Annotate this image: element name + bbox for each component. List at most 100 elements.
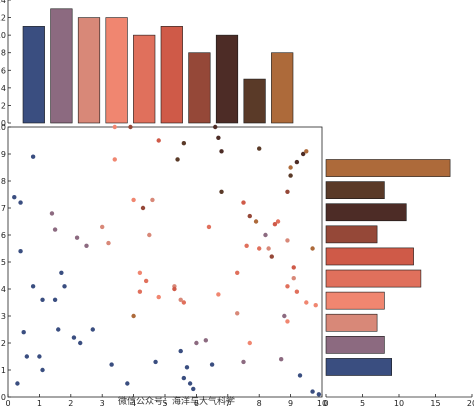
- scatter-point: [18, 200, 23, 205]
- scatter-point: [235, 270, 240, 275]
- side-bar: [325, 181, 385, 200]
- scatter-y-tick-label: 7: [1, 204, 6, 213]
- scatter-point: [310, 389, 315, 394]
- scatter-point: [257, 146, 262, 151]
- scatter-point: [263, 232, 268, 238]
- scatter-point: [291, 265, 296, 270]
- scatter-point: [128, 124, 133, 130]
- scatter-point: [247, 213, 252, 219]
- scatter-point: [109, 362, 114, 367]
- side-bar: [325, 247, 414, 266]
- side-x-tick-label: 5: [360, 399, 365, 408]
- top-y-tick-label: 0: [1, 119, 6, 128]
- scatter-point: [235, 311, 240, 316]
- scatter-point: [100, 224, 105, 230]
- scatter-point: [247, 340, 252, 346]
- scatter-point: [40, 367, 45, 373]
- scatter-point: [178, 297, 183, 302]
- scatter-y-tick-label: 4: [1, 285, 6, 294]
- top-bar: [50, 8, 73, 124]
- scatter-point: [219, 149, 224, 154]
- side-x-tick-label: 15: [430, 399, 440, 408]
- scatter-point: [285, 238, 290, 243]
- scatter-point: [294, 159, 300, 165]
- scatter-y-tick-label: 1: [1, 366, 6, 375]
- scatter-point: [297, 373, 303, 378]
- scatter-point: [21, 330, 26, 335]
- watermark-text: 微信公众号：海洋与大气科学: [118, 397, 236, 407]
- scatter-x-tick-label: 4: [131, 399, 136, 408]
- scatter-point: [269, 254, 274, 259]
- scatter-point: [37, 354, 42, 359]
- scatter-point: [253, 219, 259, 224]
- scatter-y-tick-label: 9: [1, 150, 6, 159]
- scatter-point: [15, 381, 20, 386]
- scatter-chart: 012345678910012345678910: [0, 123, 327, 408]
- scatter-point: [156, 138, 161, 143]
- top-bar: [243, 78, 266, 124]
- top-y-tick-label: 14: [0, 0, 6, 5]
- side-bar: [325, 291, 385, 310]
- side-x-tick-label: 20: [467, 399, 474, 408]
- scatter-point: [313, 303, 318, 308]
- scatter-point: [219, 189, 224, 194]
- top-y-tick-label: 2: [1, 101, 6, 110]
- scatter-x-tick-label: 0: [5, 399, 10, 408]
- scatter-point: [278, 357, 284, 362]
- top-y-tick-label: 6: [1, 66, 6, 75]
- scatter-point: [56, 327, 61, 332]
- scatter-point: [18, 249, 23, 254]
- scatter-point: [187, 381, 193, 386]
- scatter-point: [194, 340, 199, 346]
- scatter-point: [209, 362, 215, 367]
- scatter-point: [143, 278, 149, 284]
- scatter-point: [203, 338, 209, 343]
- scatter-point: [112, 124, 117, 130]
- scatter-point: [62, 284, 67, 289]
- scatter-point: [90, 327, 95, 332]
- scatter-point: [181, 375, 187, 381]
- side-bar: [325, 313, 378, 332]
- scatter-point: [125, 381, 130, 386]
- scatter-point: [285, 189, 290, 194]
- scatter-point: [40, 297, 45, 302]
- scatter-x-tick-label: 2: [68, 399, 73, 408]
- scatter-point: [266, 246, 271, 251]
- scatter-y-tick-label: 2: [1, 339, 6, 348]
- scatter-point: [206, 224, 212, 230]
- scatter-point: [300, 151, 306, 157]
- scatter-x-tick-label: 10: [317, 399, 327, 408]
- scatter-x-tick-label: 9: [288, 399, 293, 408]
- scatter-point: [310, 246, 315, 251]
- scatter-point: [24, 354, 30, 359]
- scatter-point: [184, 365, 190, 370]
- scatter-y-tick-label: 6: [1, 231, 6, 240]
- scatter-point: [181, 141, 187, 146]
- scatter-point: [49, 211, 55, 216]
- side-x-tick-label: 10: [394, 399, 404, 408]
- scatter-point: [172, 286, 177, 292]
- scatter-point: [78, 340, 83, 346]
- scatter-y-tick-label: 5: [1, 258, 6, 267]
- side-x-tick-label: 0: [323, 399, 328, 408]
- scatter-point: [12, 195, 17, 200]
- scatter-point: [175, 157, 180, 162]
- scatter-point: [52, 227, 58, 232]
- scatter-point: [213, 124, 218, 130]
- scatter-point: [153, 359, 158, 365]
- scatter-point: [131, 197, 136, 203]
- side-bar: [325, 159, 451, 177]
- scatter-point: [137, 289, 143, 294]
- top-y-tick-label: 4: [1, 84, 6, 93]
- scatter-point: [304, 300, 309, 305]
- scatter-point: [150, 197, 155, 203]
- scatter-x-tick-label: 6: [194, 399, 199, 408]
- scatter-y-tick-label: 0: [1, 393, 6, 402]
- scatter-y-tick-label: 8: [1, 177, 6, 186]
- top-y-tick-label: 12: [0, 14, 6, 23]
- scatter-point: [291, 276, 296, 281]
- scatter-point: [288, 173, 293, 178]
- scatter-y-tick-label: 3: [1, 312, 6, 321]
- scatter-point: [257, 246, 262, 251]
- side-bar: [325, 269, 422, 288]
